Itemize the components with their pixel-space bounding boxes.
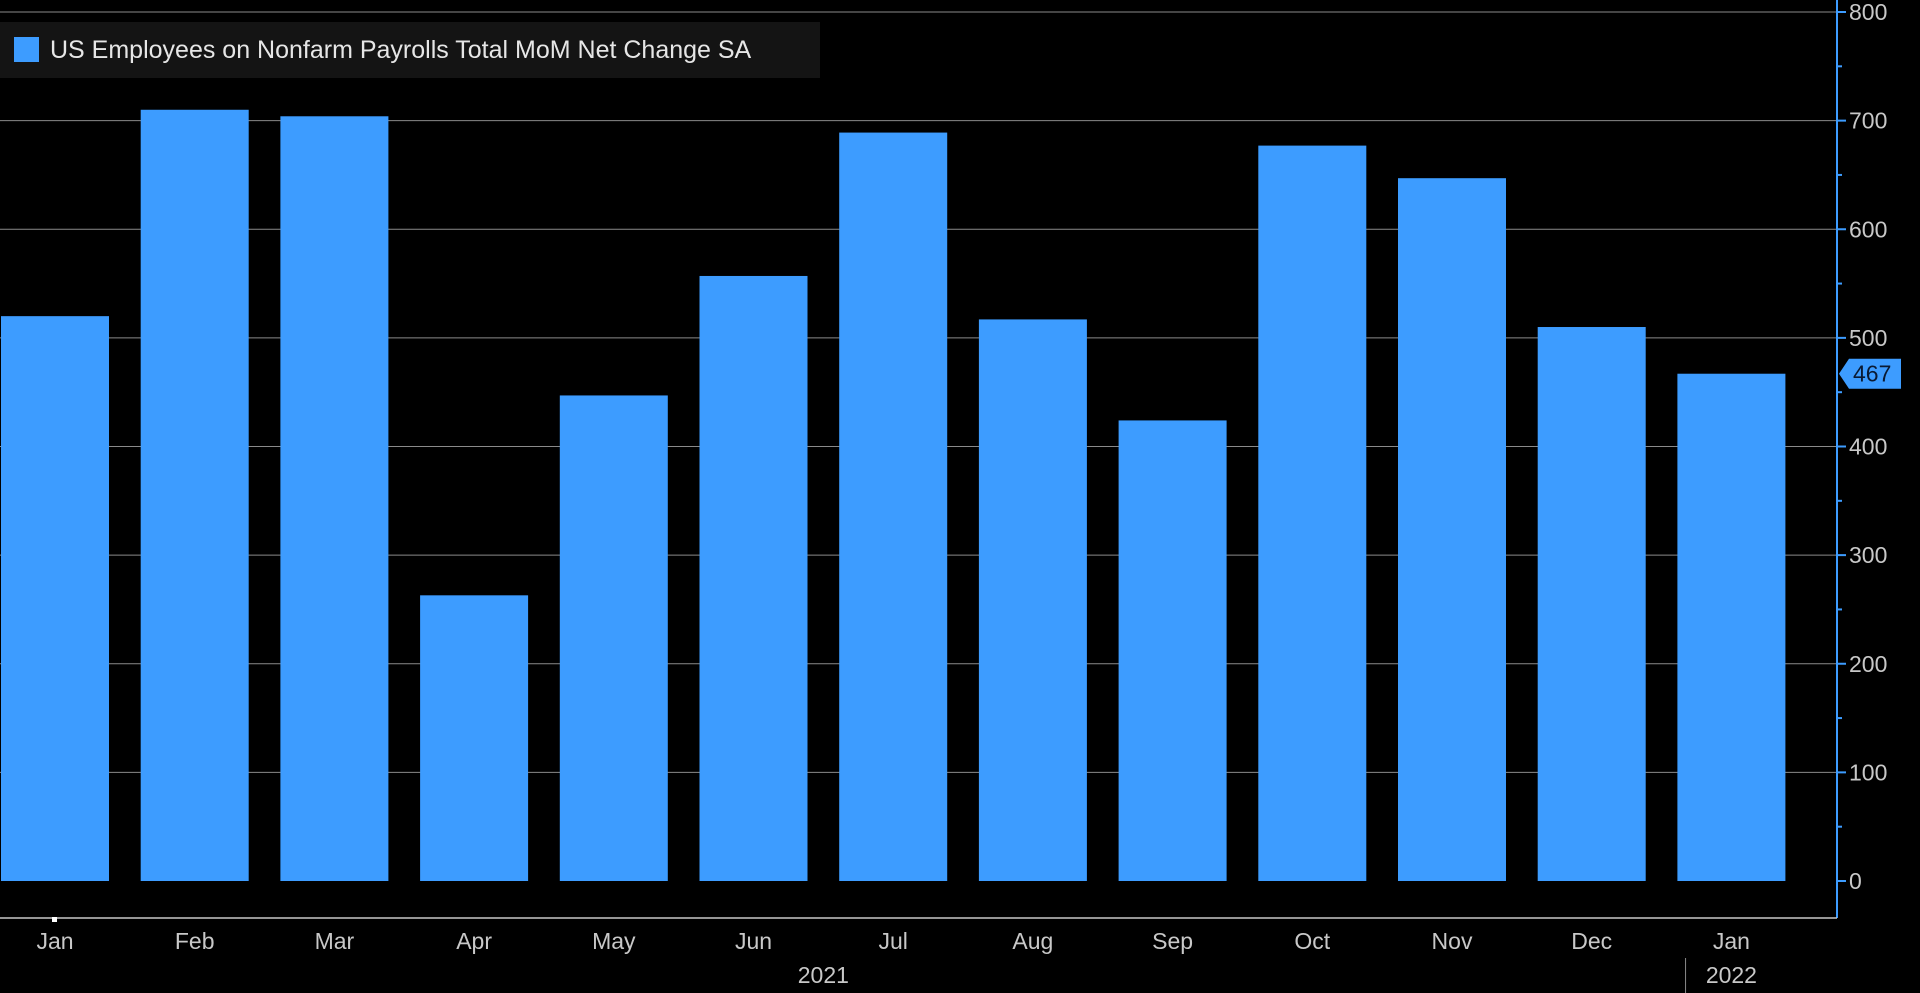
x-tick-label-7: Aug <box>1012 928 1053 954</box>
last-value-marker <box>1839 358 1901 389</box>
x-tick-label-11: Dec <box>1571 928 1612 954</box>
x-tick-label-4: May <box>592 928 636 954</box>
y-tick-label-800: 800 <box>1849 0 1887 25</box>
x-tick-label-9: Oct <box>1294 928 1330 954</box>
bar-11-dec <box>1537 327 1646 881</box>
x-tick-label-2: Mar <box>315 928 355 954</box>
bar-7-aug <box>978 319 1087 881</box>
legend-box <box>0 22 820 78</box>
bar-3-apr <box>420 595 529 881</box>
bar-8-sep <box>1118 420 1227 881</box>
x-tick-label-3: Apr <box>456 928 492 954</box>
last-value-label: 467 <box>1853 361 1891 387</box>
bar-1-feb <box>140 109 249 881</box>
y-tick-label-500: 500 <box>1849 325 1887 351</box>
bar-9-oct <box>1258 145 1367 881</box>
legend: US Employees on Nonfarm Payrolls Total M… <box>0 22 820 78</box>
legend-label: US Employees on Nonfarm Payrolls Total M… <box>50 36 752 64</box>
bar-6-jul <box>839 132 948 882</box>
bar-12-jan <box>1677 373 1786 881</box>
x-tick-label-12: Jan <box>1713 928 1750 954</box>
y-tick-label-100: 100 <box>1849 759 1887 785</box>
x-tick-label-10: Nov <box>1432 928 1473 954</box>
x-tick-mark <box>52 917 57 922</box>
year-label-2022: 2022 <box>1706 962 1757 988</box>
x-tick-label-5: Jun <box>735 928 772 954</box>
x-tick-label-1: Feb <box>175 928 215 954</box>
legend-swatch <box>14 37 39 62</box>
y-tick-label-300: 300 <box>1849 542 1887 568</box>
bars <box>1 109 1786 882</box>
bar-0-jan <box>1 316 109 881</box>
x-tick-label-0: Jan <box>36 928 73 954</box>
y-tick-label-400: 400 <box>1849 434 1887 460</box>
x-tick-label-6: Jul <box>878 928 907 954</box>
year-label-2021: 2021 <box>798 962 849 988</box>
bar-10-nov <box>1398 178 1506 882</box>
y-tick-label-0: 0 <box>1849 868 1862 894</box>
y-tick-label-600: 600 <box>1849 216 1887 242</box>
x-tick-label-8: Sep <box>1152 928 1193 954</box>
y-tick-label-700: 700 <box>1849 108 1887 134</box>
bar-4-may <box>559 395 668 881</box>
bar-5-jun <box>699 275 808 881</box>
y-tick-label-200: 200 <box>1849 651 1887 677</box>
bar-2-mar <box>280 116 389 881</box>
